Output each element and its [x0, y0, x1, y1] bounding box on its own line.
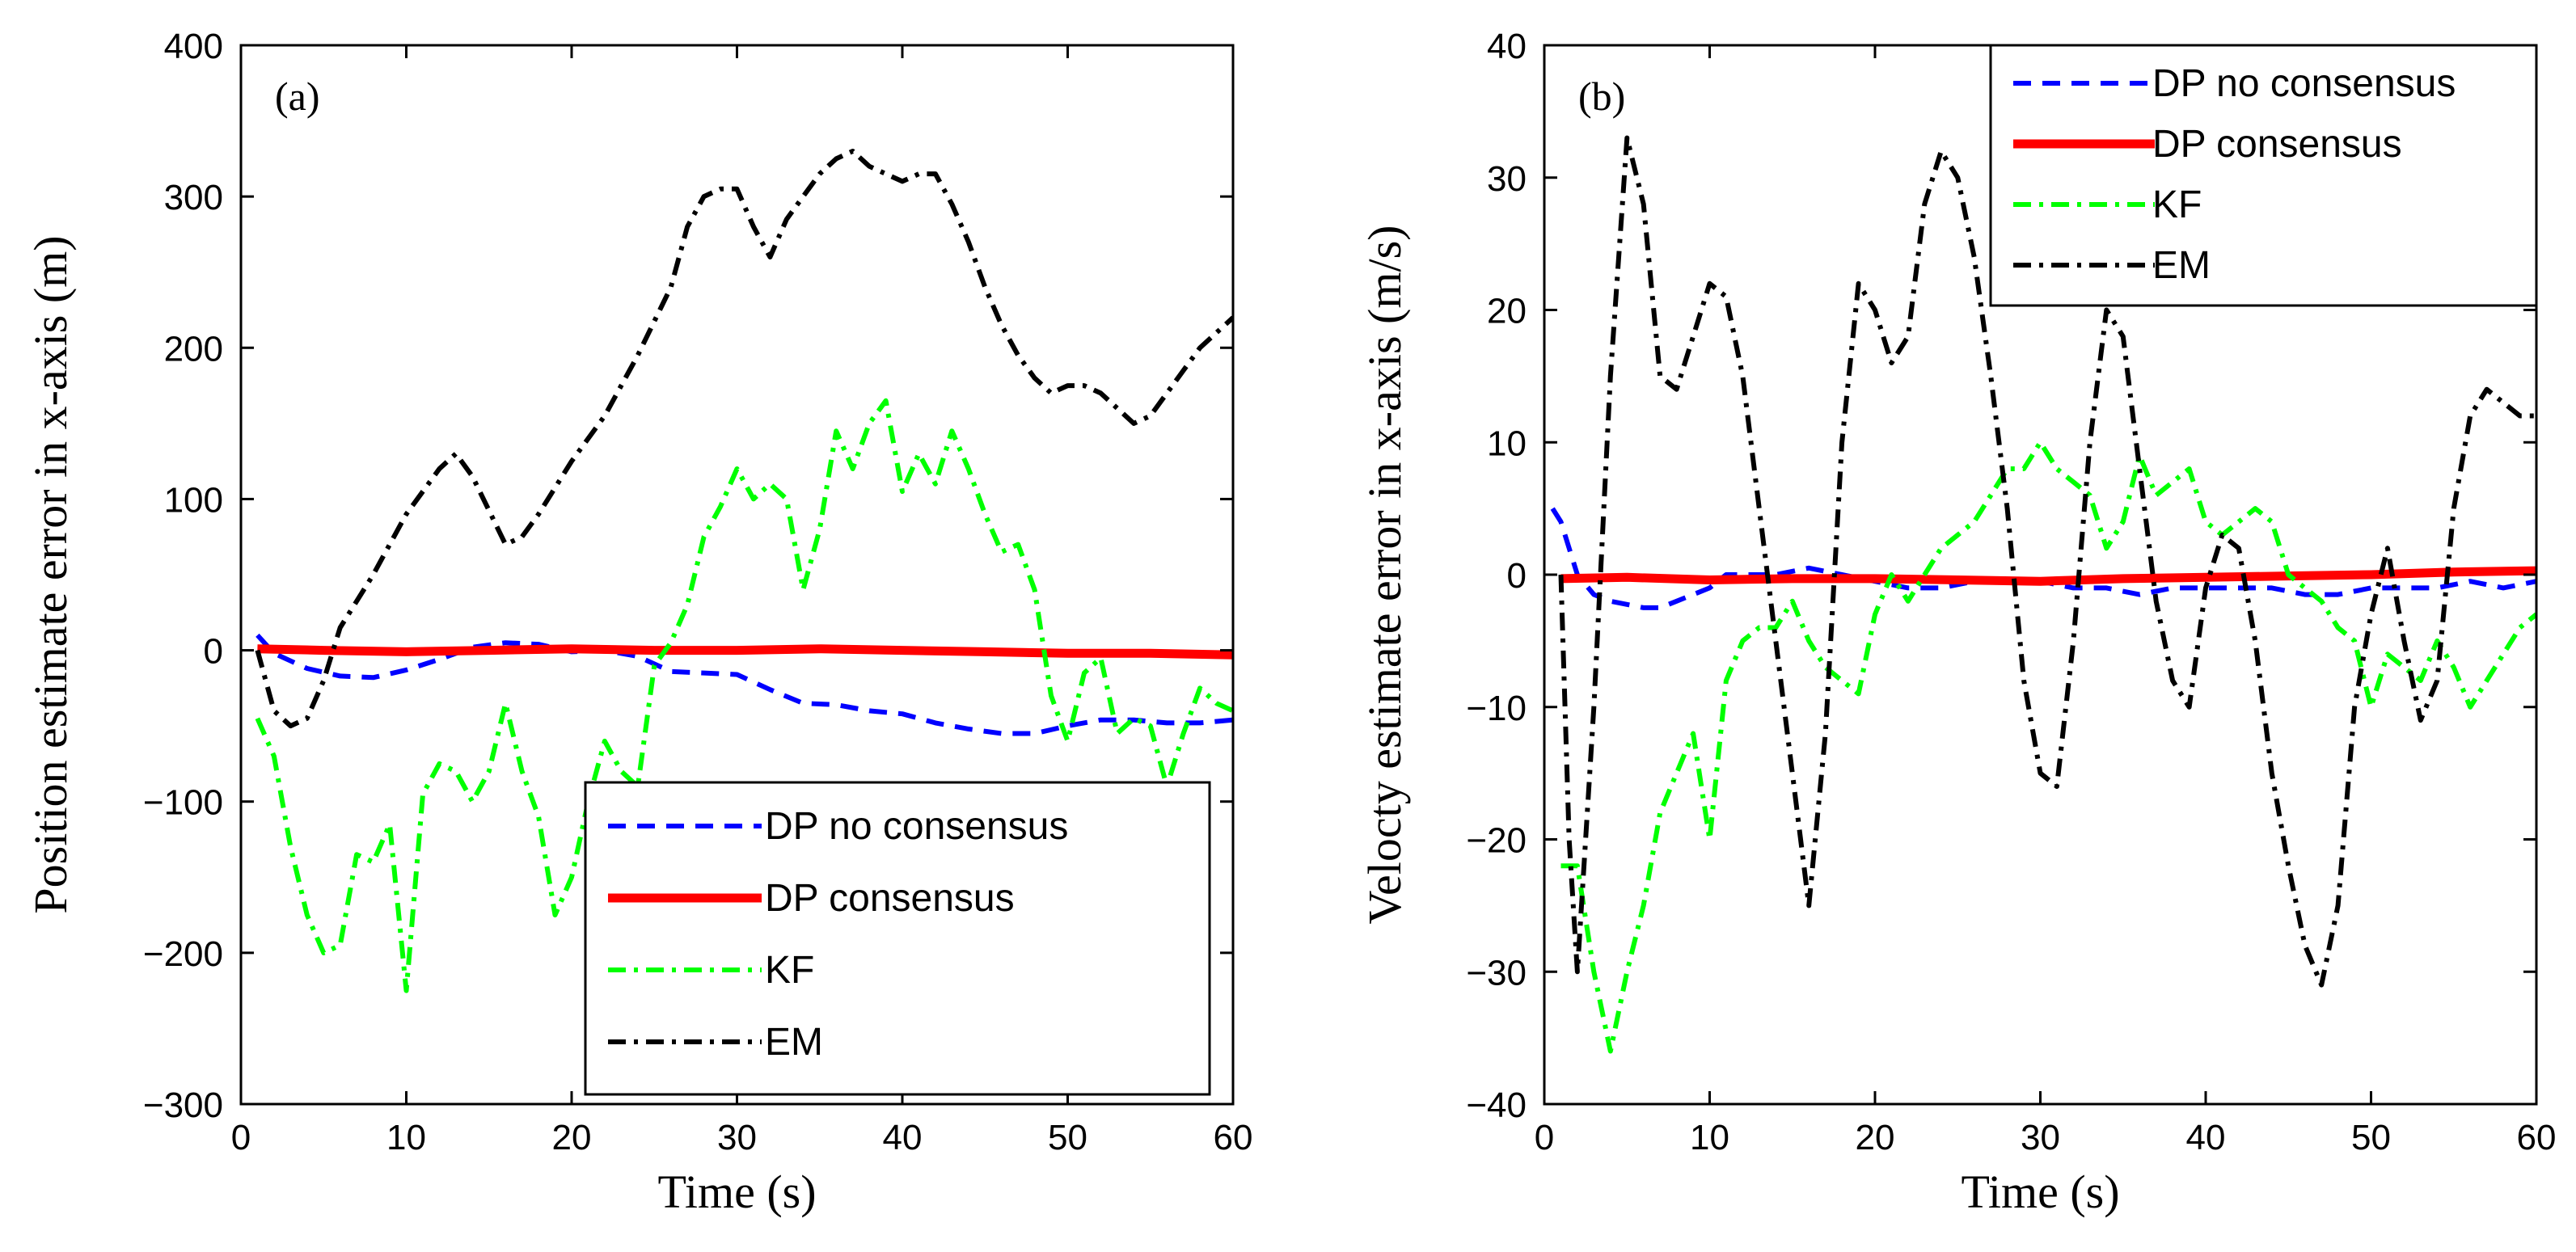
y-tick-label: 200: [164, 329, 223, 369]
panel-label: (a): [275, 74, 320, 119]
legend-label: EM: [2152, 244, 2211, 287]
x-tick-label: 20: [552, 1118, 592, 1157]
series-line-dp-no-consensus: [1550, 507, 2536, 610]
x-tick-label: 30: [2021, 1118, 2060, 1157]
x-tick-label: 30: [717, 1118, 757, 1157]
series-group: [1550, 135, 2536, 1054]
y-tick-label: 100: [164, 480, 223, 520]
series-line-dp-consensus: [257, 644, 1233, 660]
legend-label: EM: [765, 1021, 823, 1064]
y-tick-label: −40: [1466, 1085, 1527, 1125]
y-axis-label: Position estimate error in x-axis (m): [24, 235, 77, 913]
series-group: [255, 149, 1233, 993]
y-tick-label: −100: [143, 783, 223, 823]
chart-panel-b: 0 10 20 30 40 50 60 −40 −30 −20 −10 0 10 20 30 40 Time (…: [1358, 27, 2556, 1218]
y-tick-label: −10: [1466, 689, 1527, 728]
y-tick-label: 20: [1487, 292, 1527, 331]
y-tick-label: 0: [1507, 556, 1527, 596]
x-tick-label: 10: [1690, 1118, 1729, 1157]
y-tick-label: −20: [1466, 821, 1527, 861]
legend-label: DP consensus: [2152, 123, 2402, 166]
x-tick-label: 60: [2517, 1118, 2557, 1157]
y-tick-label: 10: [1487, 424, 1527, 463]
legend-label: KF: [2152, 183, 2202, 226]
x-tick-label: 50: [1048, 1118, 1087, 1157]
x-tick-label: 60: [1214, 1118, 1253, 1157]
x-tick-label: 50: [2351, 1118, 2391, 1157]
x-tick-label: 20: [1856, 1118, 1895, 1157]
x-axis-label: Time (s): [1961, 1166, 2119, 1218]
y-tick-label: 30: [1487, 159, 1527, 199]
legend-label: DP consensus: [765, 877, 1015, 920]
legend-label: DP no consensus: [2152, 62, 2456, 105]
series-line-dp-consensus: [1560, 566, 2536, 586]
y-tick-label: −30: [1466, 953, 1527, 993]
x-axis-label: Time (s): [657, 1166, 816, 1218]
series-line-dp-no-consensus: [255, 633, 1233, 736]
y-tick-label: −200: [143, 934, 223, 974]
legend-label: DP no consensus: [765, 805, 1068, 848]
legend-label: KF: [765, 949, 814, 992]
x-tick-label: 0: [1535, 1118, 1554, 1157]
legend-box: [1989, 44, 2538, 307]
series-line-kf: [1560, 440, 2536, 1054]
x-tick-label: 40: [2186, 1118, 2226, 1157]
panel-label: (b): [1578, 74, 1625, 119]
y-axis-label: Velocty estimate error in x-axis (m/s): [1358, 226, 1411, 925]
y-tick-label: −300: [143, 1085, 223, 1125]
chart-panel-a: 0 10 20 30 40 50 60 −300 −200 −100 0 100 200 300 400 Ti…: [24, 27, 1252, 1218]
y-tick-label: 0: [204, 632, 223, 672]
y-tick-label: 400: [164, 27, 223, 66]
y-tick-label: 300: [164, 178, 223, 217]
x-tick-label: 10: [386, 1118, 426, 1157]
series-line-em: [1558, 135, 2536, 988]
x-tick-label: 0: [231, 1118, 251, 1157]
legend: DP no consensus DP consensus KF EM: [1989, 44, 2538, 307]
y-tick-label: 40: [1487, 27, 1527, 66]
legend: DP no consensus DP consensus KF EM: [584, 781, 1211, 1096]
x-tick-label: 40: [883, 1118, 923, 1157]
series-line-em: [255, 149, 1233, 729]
